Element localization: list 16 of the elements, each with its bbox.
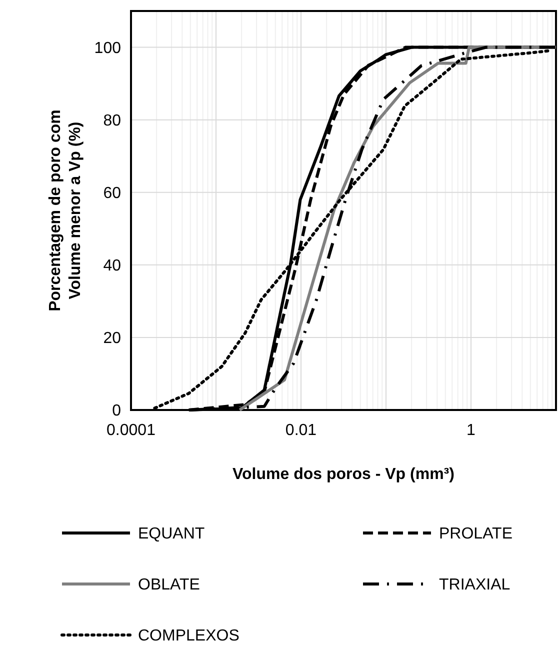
x-tick-label: 1 [466,422,476,439]
y-tick-label: 40 [103,258,122,275]
y-tick-label: 80 [103,112,122,130]
legend-label: TRIAXIAL [439,576,510,594]
y-tick-label: 100 [94,40,122,57]
legend-label: OBLATE [138,576,200,594]
legend-label: COMPLEXOS [138,628,240,645]
y-tick-label: 60 [103,184,122,202]
x-tick-label: 0.01 [285,422,317,439]
legend-label: EQUANT [138,526,205,543]
y-tick-label: 0 [112,402,122,420]
legend-label: PROLATE [439,526,512,543]
x-tick-label: 0.0001 [106,422,156,439]
y-axis-title: Porcentagem de poro com Volume menor a Vp (%) [47,110,84,312]
y-tick-label: 20 [103,330,122,348]
x-axis-title: Volume dos poros - Vp (mm³) [232,466,454,483]
